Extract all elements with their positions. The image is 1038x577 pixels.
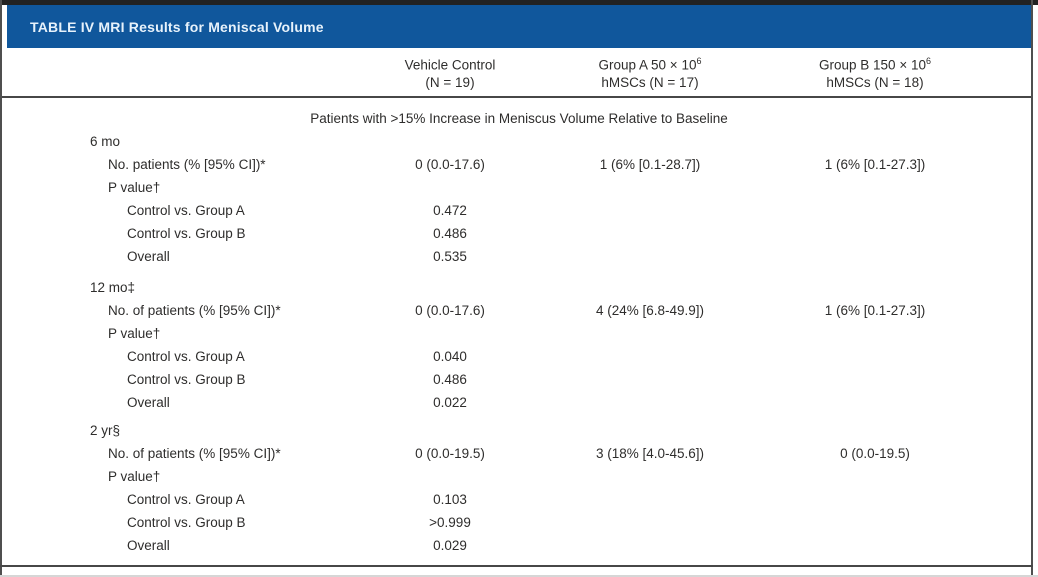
section-6mo: 6 mo No. patients (% [95% CI])* 0 (0.0-1…	[0, 130, 1038, 268]
group-a-value: 3 (18% [4.0-45.6])	[595, 446, 705, 461]
table-row: P value†	[0, 322, 1038, 345]
row-label: Control vs. Group A	[127, 492, 245, 507]
section-12mo: 12 mo‡ No. of patients (% [95% CI])* 0 (…	[0, 276, 1038, 414]
left-border-line	[0, 0, 2, 577]
table-row: Overall 0.029	[0, 534, 1038, 557]
group-b-value: 0 (0.0-19.5)	[840, 446, 910, 461]
vehicle-control-value: 0 (0.0-17.6)	[415, 157, 485, 172]
table-row: Control vs. Group B 0.486	[0, 222, 1038, 245]
table-row: Control vs. Group A 0.040	[0, 345, 1038, 368]
table-title: TABLE IV MRI Results for Meniscal Volume	[30, 18, 324, 35]
column-header-vehicle-control: Vehicle Control (N = 19)	[404, 57, 496, 90]
section-heading-row: 2 yr§	[0, 419, 1038, 442]
table-row: No. patients (% [95% CI])* 0 (0.0-17.6) …	[0, 153, 1038, 176]
vehicle-control-value: 0.040	[433, 349, 467, 364]
row-label: Control vs. Group B	[127, 515, 246, 530]
table-row: No. of patients (% [95% CI])* 0 (0.0-17.…	[0, 299, 1038, 322]
row-label: Control vs. Group B	[127, 226, 246, 241]
section-heading: 12 mo‡	[90, 280, 136, 295]
vehicle-control-value: 0 (0.0-19.5)	[415, 446, 485, 461]
row-label: P value†	[108, 469, 161, 484]
vehicle-control-value: 0.535	[433, 249, 467, 264]
table-row: Overall 0.022	[0, 391, 1038, 414]
table-body: Patients with >15% Increase in Meniscus …	[0, 98, 1038, 557]
group-b-value: 1 (6% [0.1-27.3])	[824, 157, 926, 172]
row-label: No. of patients (% [95% CI])*	[108, 446, 281, 461]
column-header-group-b: Group B 150 × 106 hMSCs (N = 18)	[819, 56, 931, 90]
row-label: Overall	[127, 249, 170, 264]
vehicle-control-value: 0.486	[433, 372, 467, 387]
vehicle-control-value: >0.999	[429, 515, 471, 530]
row-label: Control vs. Group A	[127, 203, 245, 218]
vehicle-control-value: 0.472	[433, 203, 467, 218]
header-divider-line	[2, 96, 1031, 98]
vehicle-control-value: 0.486	[433, 226, 467, 241]
vehicle-control-value: 0.103	[433, 492, 467, 507]
column-header-group-a: Group A 50 × 106 hMSCs (N = 17)	[598, 56, 702, 90]
row-label: P value†	[108, 326, 161, 341]
top-border-line	[0, 0, 1038, 5]
vehicle-control-value: 0.029	[433, 538, 467, 553]
bottom-divider-line	[0, 565, 1033, 567]
table-row: Control vs. Group A 0.472	[0, 199, 1038, 222]
row-label: Overall	[127, 538, 170, 553]
section-heading-row: 6 mo	[0, 130, 1038, 153]
right-border-line	[1031, 0, 1033, 577]
row-label: Overall	[127, 395, 170, 410]
table-row: P value†	[0, 465, 1038, 488]
row-label: Control vs. Group A	[127, 349, 245, 364]
row-label: P value†	[108, 180, 161, 195]
section-heading: 2 yr§	[90, 423, 121, 438]
table-row: Control vs. Group A 0.103	[0, 488, 1038, 511]
table-title-bar: TABLE IV MRI Results for Meniscal Volume	[7, 5, 1031, 48]
table-row: Control vs. Group B 0.486	[0, 368, 1038, 391]
table-row: No. of patients (% [95% CI])* 0 (0.0-19.…	[0, 442, 1038, 465]
vehicle-control-value: 0 (0.0-17.6)	[415, 303, 485, 318]
vehicle-control-value: 0.022	[433, 395, 467, 410]
row-label: No. of patients (% [95% CI])*	[108, 303, 281, 318]
row-label: Control vs. Group B	[127, 372, 246, 387]
section-heading: 6 mo	[90, 134, 121, 149]
table-row: P value†	[0, 176, 1038, 199]
column-header-row: Vehicle Control (N = 19) Group A 50 × 10…	[0, 50, 1038, 94]
group-a-value: 1 (6% [0.1-28.7])	[599, 157, 701, 172]
table-row: Control vs. Group B >0.999	[0, 511, 1038, 534]
section-2yr: 2 yr§ No. of patients (% [95% CI])* 0 (0…	[0, 419, 1038, 557]
section-heading-row: 12 mo‡	[0, 276, 1038, 299]
group-b-value: 1 (6% [0.1-27.3])	[824, 303, 926, 318]
group-a-value: 4 (24% [6.8-49.9])	[595, 303, 705, 318]
table-row: Overall 0.535	[0, 245, 1038, 268]
bottom-edge-line	[0, 575, 1038, 577]
row-label: No. patients (% [95% CI])*	[108, 157, 266, 172]
table-subheader: Patients with >15% Increase in Meniscus …	[310, 111, 728, 126]
